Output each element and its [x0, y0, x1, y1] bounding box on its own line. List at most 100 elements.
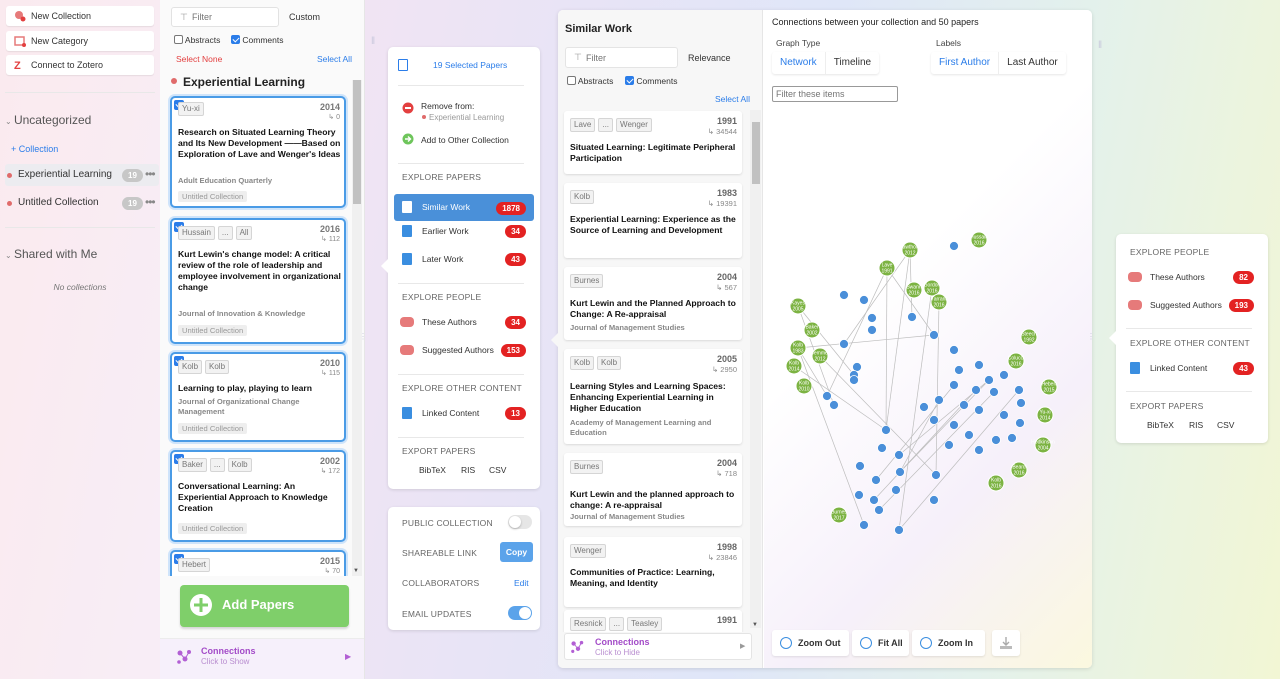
graph-node[interactable] [829, 400, 839, 410]
paper-card[interactable]: Kolb Kolb 2010 ↳ 115 Learning to play, p… [170, 352, 346, 442]
resize-handle-icon[interactable]: ‖ [371, 36, 376, 47]
graph-node-circle[interactable] [1040, 378, 1058, 396]
edit-collaborators-link[interactable]: Edit [514, 578, 529, 588]
author-tag[interactable]: Lave [570, 118, 596, 132]
paper-title[interactable]: Conversational Learning: An Experiential… [178, 481, 328, 513]
zoom-out-button[interactable]: Zoom Out [772, 630, 849, 656]
author-tag[interactable]: Burnes [570, 460, 604, 474]
graph-node[interactable] [867, 325, 877, 335]
paper-title[interactable]: Kurt Lewin and the Planned Approach to C… [570, 298, 736, 319]
drag-dots-icon[interactable]: ⋮ [1087, 332, 1095, 341]
similar-abstracts-toggle[interactable]: Abstracts [567, 76, 613, 86]
later-work-button[interactable]: Later Work 43 [394, 247, 534, 271]
select-none-link[interactable]: Select None [176, 54, 223, 64]
paper-title[interactable]: Situated Learning: Legitimate Peripheral… [570, 142, 736, 163]
graph-node[interactable] [854, 490, 864, 500]
export-ris-link[interactable]: RIS [1189, 420, 1204, 430]
add-collection-link[interactable]: + Collection [11, 144, 59, 154]
author-tag[interactable]: All [235, 226, 253, 240]
graph-node[interactable] [934, 395, 944, 405]
graph-node[interactable] [974, 360, 984, 370]
similar-select-all-link[interactable]: Select All [715, 94, 750, 104]
abstracts-checkbox[interactable] [567, 76, 576, 85]
graph-node[interactable] [881, 425, 891, 435]
new-collection-button[interactable]: New Collection [6, 6, 154, 26]
author-tag[interactable]: Yu-xi [178, 102, 204, 116]
graph-node[interactable] [894, 450, 904, 460]
graph-node[interactable] [907, 312, 917, 322]
graph-node[interactable] [839, 290, 849, 300]
public-toggle[interactable] [508, 515, 532, 529]
author-tag[interactable]: Kolb [570, 356, 595, 370]
export-csv-link[interactable]: CSV [1217, 420, 1235, 430]
filter-input[interactable] [192, 10, 272, 24]
network-graph[interactable]: Lawthom2012Hussain2016Lave1991Swann2016G… [764, 210, 1092, 560]
similar-card[interactable]: Kolb 1983 ↳ 19391 Experiential Learning:… [564, 183, 742, 258]
graph-node[interactable] [989, 387, 999, 397]
sort-dropdown[interactable]: Custom [289, 12, 321, 22]
author-tag[interactable]: Kolb [570, 190, 595, 204]
graph-node-circle[interactable] [795, 377, 813, 395]
select-all-link[interactable]: Select All [317, 54, 352, 64]
graph-node[interactable] [964, 430, 974, 440]
linked-content-button[interactable]: Linked Content 43 [1122, 356, 1262, 380]
timeline-tab[interactable]: Timeline [824, 52, 879, 74]
collection-tag[interactable]: Untitled Collection [178, 523, 248, 534]
graph-node-circle[interactable] [1007, 352, 1025, 370]
graph-node[interactable] [959, 400, 969, 410]
similar-work-button[interactable]: Similar Work 1878 [394, 194, 534, 221]
graph-node[interactable] [1014, 385, 1024, 395]
paper-title[interactable]: Learning Styles and Learning Spaces: Enh… [570, 381, 726, 413]
zoom-in-button[interactable]: Zoom In [912, 630, 985, 656]
author-tag[interactable]: Resnick [570, 617, 607, 631]
graph-node-circle[interactable] [785, 357, 803, 375]
comments-checkbox[interactable] [625, 76, 634, 85]
network-tab[interactable]: Network [780, 57, 817, 68]
connections-toggle[interactable]: Connections Click to Show ▶ [160, 638, 364, 679]
graph-node[interactable] [869, 495, 879, 505]
paper-title[interactable]: Learning to play, playing to learn [178, 383, 313, 393]
download-button[interactable] [992, 630, 1020, 656]
comments-checkbox[interactable] [231, 35, 240, 44]
author-tag[interactable]: Wenger [616, 118, 652, 132]
graph-node-circle[interactable] [970, 231, 988, 249]
collection-tag[interactable]: Untitled Collection [178, 423, 248, 434]
author-tag[interactable]: Kolb [205, 360, 230, 374]
similar-card[interactable]: Resnick... Teasley 1991 [564, 610, 742, 632]
graph-node[interactable] [859, 520, 869, 530]
graph-node-circle[interactable] [1010, 461, 1028, 479]
graph-node[interactable] [974, 405, 984, 415]
graph-node-circle[interactable] [789, 297, 807, 315]
paper-title[interactable]: Communities of Practice: Learning, Meani… [570, 567, 715, 588]
graph-node[interactable] [1016, 398, 1026, 408]
author-tag[interactable]: Kolb [178, 360, 203, 374]
more-icon[interactable]: ••• [145, 167, 156, 181]
graph-node[interactable] [859, 295, 869, 305]
paper-card[interactable]: Hebert 2015 ↳ 70 [170, 550, 346, 576]
graph-node[interactable] [895, 467, 905, 477]
collection-tag[interactable]: Untitled Collection [178, 325, 248, 336]
author-tag[interactable]: Baker [178, 458, 207, 472]
graph-node[interactable] [849, 375, 859, 385]
connections-hide-toggle[interactable]: Connections Click to Hide ▶ [564, 633, 752, 660]
graph-node[interactable] [971, 385, 981, 395]
graph-node-circle[interactable] [1020, 328, 1038, 346]
abstracts-toggle[interactable]: Abstracts [174, 35, 220, 45]
scroll-down-icon[interactable]: ▼ [353, 568, 359, 574]
more-icon[interactable]: ••• [145, 195, 156, 209]
remove-from-button[interactable]: Remove from: Experiential Learning [402, 99, 532, 123]
graph-node-circle[interactable] [1036, 406, 1054, 424]
graph-node-circle[interactable] [789, 339, 807, 357]
suggested-authors-button[interactable]: Suggested Authors 153 [394, 338, 534, 362]
earlier-work-button[interactable]: Earlier Work 34 [394, 219, 534, 243]
add-other-collection-button[interactable]: Add to Other Collection [402, 133, 532, 147]
similar-filter-input[interactable] [586, 51, 671, 65]
export-bibtex-link[interactable]: BibTeX [419, 465, 446, 475]
